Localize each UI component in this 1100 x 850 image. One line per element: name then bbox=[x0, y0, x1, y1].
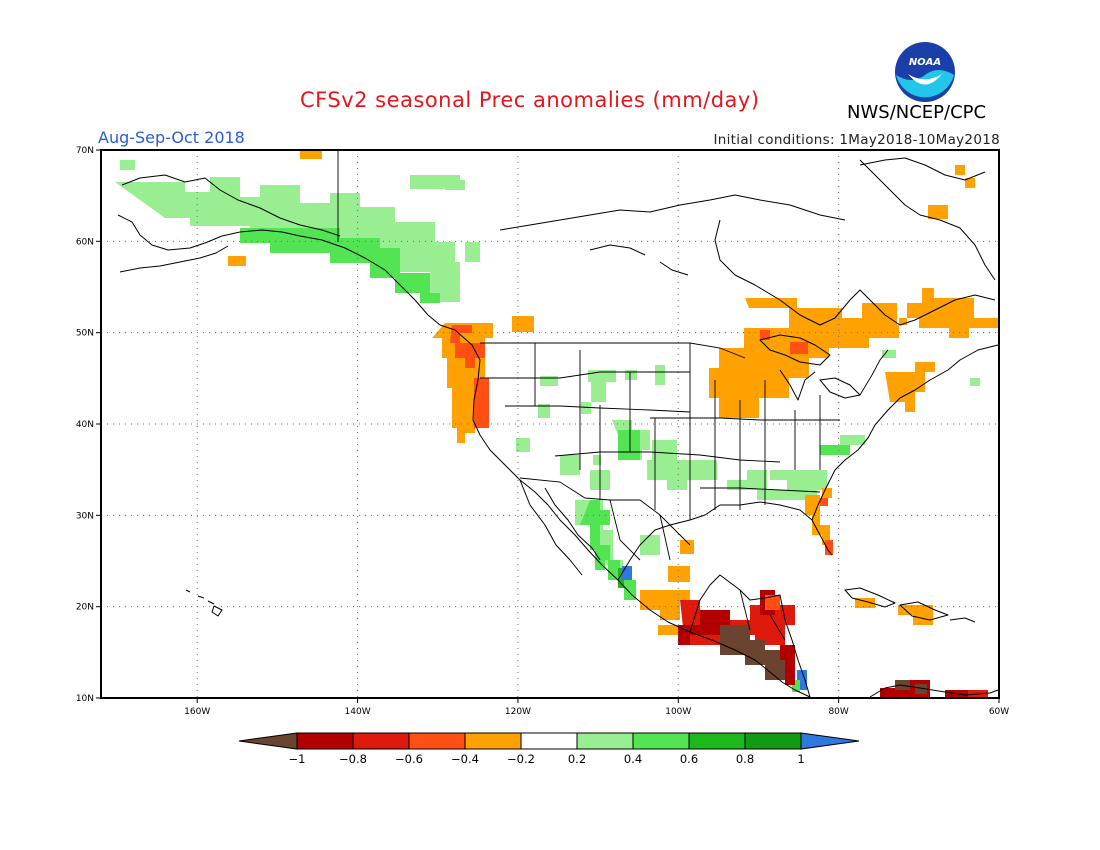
noaa-logo-text: NOAA bbox=[909, 57, 941, 68]
initial-conditions-label: Initial conditions: 1May2018-10May2018 bbox=[713, 132, 1000, 148]
colorbar-label: 0.2 bbox=[568, 752, 586, 766]
colorbar-swatch bbox=[744, 732, 802, 750]
colorbar-swatch bbox=[464, 732, 522, 750]
colorbar-label: −0.6 bbox=[395, 752, 423, 766]
lat-tick-label: 60N bbox=[76, 237, 94, 247]
lon-tick-label: 80W bbox=[828, 707, 848, 717]
lat-tick-label: 30N bbox=[76, 511, 94, 521]
colorbar-label: 0.8 bbox=[736, 752, 754, 766]
lon-tick-label: 60W bbox=[989, 707, 1009, 717]
colorbar-label: −0.2 bbox=[507, 752, 535, 766]
lon-tick-label: 120W bbox=[505, 707, 531, 717]
map-frame bbox=[101, 150, 999, 698]
colorbar-low-arrow bbox=[238, 732, 298, 750]
map-title: CFSv2 seasonal Prec anomalies (mm/day) bbox=[300, 88, 760, 112]
coastlines bbox=[117, 157, 999, 698]
colorbar-label: −0.4 bbox=[451, 752, 479, 766]
colorbar-swatch bbox=[520, 732, 578, 750]
colorbar-swatch bbox=[576, 732, 634, 750]
map-border bbox=[100, 149, 1000, 699]
colorbar-label: 0.6 bbox=[680, 752, 698, 766]
colorbar: −1 −0.8 −0.6 −0.4 −0.2 0.2 0.4 0.6 0.8 1 bbox=[238, 732, 860, 766]
lat-tick-label: 40N bbox=[76, 420, 94, 430]
colorbar-label: 0.4 bbox=[624, 752, 642, 766]
colorbar-high-arrow bbox=[800, 732, 860, 750]
colorbar-swatch bbox=[296, 732, 354, 750]
colorbar-swatch bbox=[408, 732, 466, 750]
agency-label: NWS/NCEP/CPC bbox=[847, 102, 987, 123]
colorbar-swatch bbox=[632, 732, 690, 750]
lat-tick-label: 20N bbox=[76, 603, 94, 613]
season-label: Aug-Sep-Oct 2018 bbox=[98, 128, 245, 147]
colorbar-swatch bbox=[352, 732, 410, 750]
grid-lines bbox=[101, 150, 999, 698]
colorbar-label: −1 bbox=[289, 752, 306, 766]
colorbar-label: 1 bbox=[797, 752, 804, 766]
lat-tick-label: 50N bbox=[76, 329, 94, 339]
lat-tick-label: 10N bbox=[76, 694, 94, 704]
lon-tick-label: 160W bbox=[184, 707, 210, 717]
map-axes: 160W 140W 120W 100W 80W 60W 70N 60N 50N 40N 30N 20N… bbox=[76, 146, 1009, 717]
lat-tick-label: 70N bbox=[76, 146, 94, 156]
colorbar-label: −0.8 bbox=[339, 752, 367, 766]
lon-tick-label: 140W bbox=[345, 707, 371, 717]
political-borders bbox=[337, 150, 889, 641]
anomaly-shading bbox=[115, 150, 999, 698]
lon-tick-label: 100W bbox=[665, 707, 691, 717]
colorbar-swatch bbox=[688, 732, 746, 750]
noaa-logo: NOAA bbox=[895, 42, 955, 102]
